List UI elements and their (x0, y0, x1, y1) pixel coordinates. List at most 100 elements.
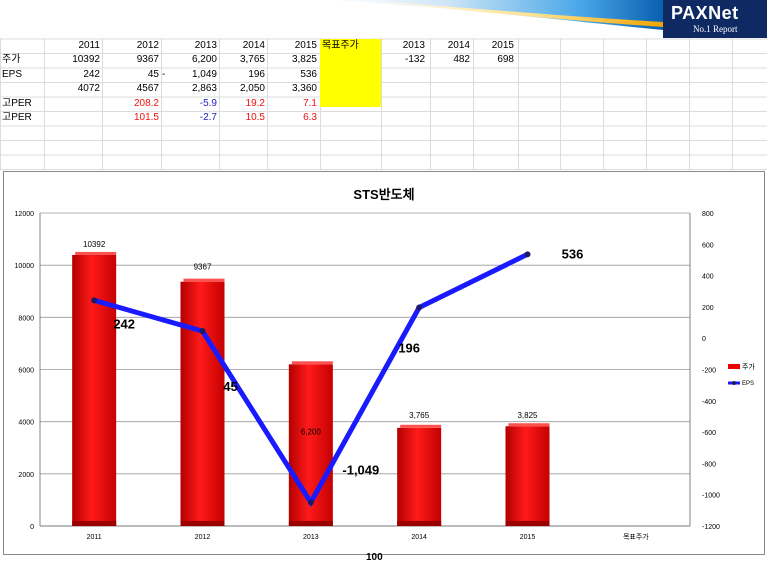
y-left-tick-label: 0 (30, 524, 34, 531)
eps-data-label: 242 (113, 316, 135, 331)
sheet-row-label: 고PER (2, 112, 32, 123)
y-right-tick-label: -1000 (702, 493, 720, 500)
x-tick-label: 목표주가 (623, 532, 649, 541)
legend-label-eps: EPS (742, 381, 754, 387)
sheet-cell: 3,825 (291, 54, 317, 65)
sheet-year-header: 2012 (136, 40, 159, 51)
sheet-year-header: 2014 (242, 40, 265, 51)
bar-top-2012 (183, 278, 225, 282)
y-right-tick-label: 600 (702, 242, 714, 249)
sheet-cell: 6,200 (191, 54, 217, 65)
sheet-cell: 4567 (136, 83, 159, 94)
eps-point (416, 304, 423, 311)
y-left-tick-label: 8000 (18, 315, 34, 322)
x-tick-label: 2014 (411, 534, 427, 541)
y-right-tick-label: -1200 (702, 524, 720, 531)
chart-title: STS반도체 (353, 187, 414, 202)
chart-frame: STS반도체 0 2000 4000 6000 8000 10000 12000 -1200 -1… (3, 171, 765, 555)
eps-data-label: -1,049 (342, 462, 379, 477)
x-tick-label: 2013 (303, 534, 319, 541)
side-value: 482 (453, 54, 470, 65)
sheet-cell: 2,050 (239, 83, 265, 94)
logo-subtitle: No.1 Report (693, 24, 738, 34)
y-right-tick-label: 200 (702, 305, 714, 312)
bar-data-label: 10392 (83, 240, 106, 249)
sheet-cell: 101.5 (133, 112, 159, 123)
eps-point (524, 251, 531, 258)
bar-data-label: 9367 (194, 263, 212, 272)
x-tick-label: 2011 (87, 534, 102, 541)
sheet-gridlines (0, 38, 767, 170)
legend-marker-eps (732, 381, 736, 385)
bar-2012 (180, 281, 225, 526)
eps-point (91, 297, 98, 304)
bar-2015 (505, 426, 550, 526)
paxnet-logo: PAXNet No.1 Report (663, 0, 767, 38)
bar-base-2011 (72, 521, 117, 526)
target-price-highlight (320, 39, 381, 107)
bar-data-label: 6,200 (301, 427, 322, 436)
eps-data-label: 536 (562, 246, 584, 261)
bar-top-2014 (400, 424, 442, 428)
bar-2011 (72, 254, 117, 526)
sheet-year-header: 2013 (194, 40, 217, 51)
side-year-header: 2014 (447, 40, 470, 51)
side-value: 698 (497, 54, 514, 65)
y-left-tick-label: 4000 (18, 420, 34, 427)
sheet-cell: 196 (248, 68, 265, 80)
target-price-label: 목표주가 (322, 40, 359, 51)
logo-text: PAXNet (671, 3, 739, 23)
bar-base-2013 (288, 521, 333, 526)
eps-point (199, 328, 206, 335)
sheet-cell: 242 (83, 68, 100, 80)
y-left-tick-label: 12000 (15, 211, 35, 218)
y-right-tick-label: 800 (702, 211, 714, 218)
sheet-cell: 2,863 (191, 83, 217, 94)
y-right-tick-label: -800 (702, 461, 716, 468)
y-right-tick-label: -200 (702, 368, 716, 375)
sheet-cell: 3,765 (239, 54, 265, 65)
sheet-cell: 7.1 (303, 97, 317, 109)
legend-label-price: 주가 (742, 362, 755, 371)
sheet-cell: 6.3 (303, 112, 317, 123)
sheet-cell: 9367 (136, 54, 159, 65)
header-swoosh (330, 0, 663, 30)
eps-data-label: 45 (223, 379, 237, 394)
sheet-row-label: 고PER (2, 97, 32, 109)
bar-base-2014 (397, 521, 442, 526)
sheet-cell: 208.2 (133, 97, 159, 109)
bar-data-label: 3,765 (409, 411, 430, 420)
y-right-tick-label: -400 (702, 399, 716, 406)
side-year-header: 2013 (402, 40, 425, 51)
bar-top-2015 (508, 423, 550, 427)
sheet-cell: -5.9 (199, 97, 217, 109)
y-right-tick-label: -600 (702, 430, 716, 437)
bar-base-2015 (505, 521, 550, 526)
bar-base-2012 (180, 521, 225, 526)
side-year-header: 2015 (491, 40, 514, 51)
sheet-cell: 536 (300, 68, 317, 80)
sheet-year-header: 2011 (78, 40, 100, 51)
y-right-tick-label: 0 (702, 336, 706, 343)
bar-data-label: 3,825 (517, 411, 538, 420)
sheet-cell: 3,360 (291, 83, 317, 94)
footer-number: 100 (366, 552, 383, 563)
sheet-year-header: 2015 (294, 40, 317, 51)
bar-top-2013 (291, 361, 333, 365)
sheet-cell: 19.2 (245, 97, 265, 109)
side-value: -132 (404, 54, 425, 65)
x-tick-label: 2012 (195, 534, 211, 541)
y-left-tick-label: 2000 (18, 472, 34, 479)
eps-data-label: 196 (398, 341, 420, 356)
spreadsheet: 2011 2012 2013 2014 2015 목표주가 2013 2014 2015 -132… (0, 38, 767, 170)
sheet-cell: 10.5 (245, 112, 265, 123)
legend-swatch-price (728, 364, 740, 369)
sheet-cell: -2.7 (199, 112, 217, 123)
sheet-row-label: EPS (2, 68, 23, 80)
y-left-tick-label: 10000 (15, 263, 35, 270)
header-band: PAXNet No.1 Report (0, 0, 767, 38)
sheet-dash: - (162, 68, 166, 80)
x-tick-label: 2015 (520, 534, 536, 541)
y-left-tick-label: 6000 (18, 368, 34, 375)
sheet-cell: 10392 (72, 54, 100, 65)
